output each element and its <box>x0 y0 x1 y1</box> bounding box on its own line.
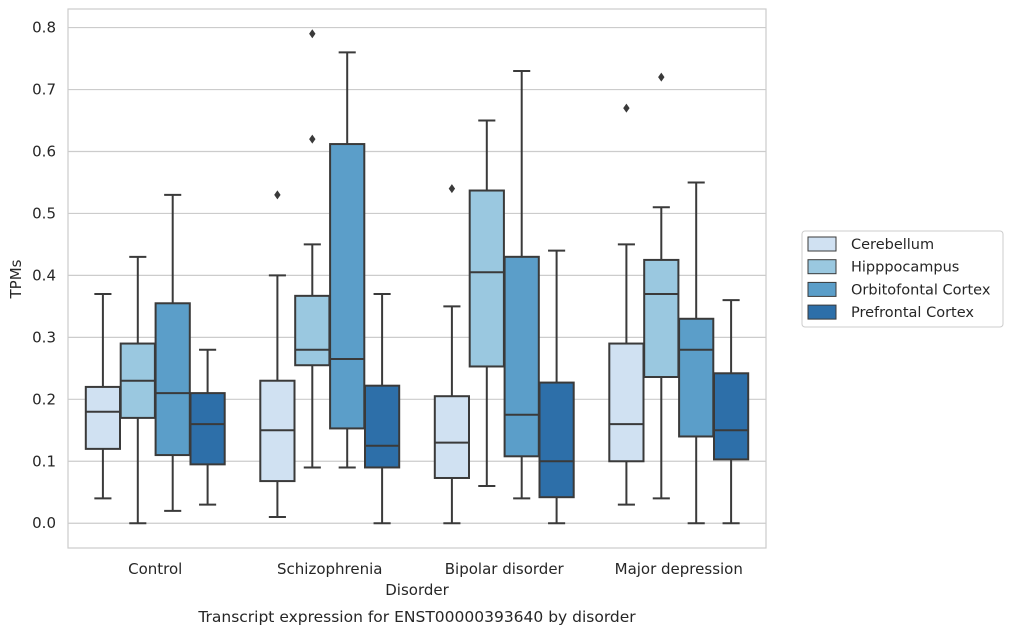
y-tick-label: 0.2 <box>32 390 56 408</box>
legend: Cerebellum Hipppocampus Orbitofontal Corte… <box>801 230 1004 328</box>
box-body <box>154 302 191 457</box>
box-body <box>468 189 505 368</box>
outlier-marker <box>623 103 630 113</box>
x-tick-labels: Control Schizophrenia Bipolar disorder Majo… <box>128 560 743 578</box>
box-body <box>538 381 575 499</box>
x-tick-label: Bipolar disorder <box>445 560 565 578</box>
legend-swatch <box>807 236 837 252</box>
box-body <box>189 392 226 466</box>
y-tick-label: 0.4 <box>32 266 56 284</box>
box-2-2 <box>503 69 540 500</box>
box-body <box>608 342 645 463</box>
box-body <box>84 385 122 450</box>
box-3-3 <box>712 299 750 525</box>
legend-label: Orbitofontal Cortex <box>851 282 991 298</box>
box-body <box>433 395 471 479</box>
box-series <box>84 29 750 525</box>
y-tick-label: 0.6 <box>32 142 56 160</box>
y-tick-labels: 0.0 0.1 0.2 0.3 0.4 0.5 0.6 0.7 0.8 <box>32 19 56 533</box>
box-1-2 <box>329 51 366 469</box>
box-0-2 <box>154 193 191 512</box>
box-1-3 <box>363 292 401 525</box>
box-0-3 <box>189 348 226 506</box>
plot-frame <box>67 8 767 549</box>
y-tick-label: 0.0 <box>32 514 56 532</box>
x-tick-label: Schizophrenia <box>277 560 382 578</box>
box-1-1 <box>294 29 331 469</box>
box-body <box>329 143 366 430</box>
outlier-marker <box>658 72 665 82</box>
x-tick-label: Control <box>128 560 182 578</box>
box-2-3 <box>538 249 575 525</box>
box-0-0 <box>84 292 122 500</box>
outlier-marker <box>309 29 316 39</box>
y-axis-label: TPMs <box>7 259 25 299</box>
box-0-1 <box>119 255 156 525</box>
legend-swatch <box>807 259 837 275</box>
y-tick-label: 0.8 <box>32 19 56 37</box>
legend-frame <box>801 230 1004 328</box>
box-body <box>294 294 331 367</box>
chart-title: Transcript expression for ENST0000039364… <box>197 608 636 626</box>
box-body <box>678 317 715 438</box>
outlier-marker <box>448 184 456 194</box>
box-3-2 <box>678 181 715 525</box>
y-tick-label: 0.3 <box>32 328 56 346</box>
box-body <box>643 258 680 379</box>
legend-label: Hipppocampus <box>851 260 959 276</box>
legend-swatch <box>807 281 837 297</box>
legend-label: Cerebellum <box>851 237 934 253</box>
legend-label: Prefrontal Cortex <box>851 305 974 321</box>
box-3-0 <box>608 103 645 506</box>
box-body <box>712 372 750 461</box>
outlier-marker <box>309 134 316 144</box>
box-2-1 <box>468 119 505 488</box>
y-tick-label: 0.1 <box>32 452 56 470</box>
y-tick-label: 0.5 <box>32 204 56 222</box>
legend-swatch <box>807 304 837 320</box>
box-1-0 <box>259 190 296 519</box>
box-body <box>363 384 401 469</box>
box-2-0 <box>433 184 471 525</box>
outlier-marker <box>274 190 281 200</box>
x-tick-label: Major depression <box>615 560 743 578</box>
x-axis-label: Disorder <box>385 581 449 599</box>
y-tick-label: 0.7 <box>32 81 56 99</box>
box-3-1 <box>643 72 680 500</box>
box-body <box>503 255 540 458</box>
